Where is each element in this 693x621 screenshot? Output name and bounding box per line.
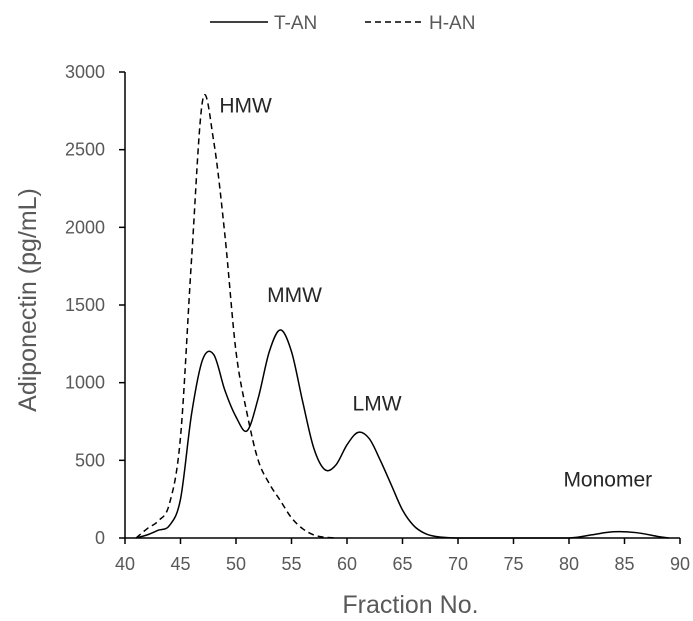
- x-tick-label: 90: [670, 554, 690, 574]
- y-tick-label: 0: [95, 528, 105, 548]
- x-tick-label: 55: [281, 554, 301, 574]
- x-tick-label: 70: [448, 554, 468, 574]
- annotation-hmw: HMW: [219, 94, 272, 117]
- x-tick-label: 80: [559, 554, 579, 574]
- series-group: [135, 93, 670, 539]
- y-tick-label: 3000: [65, 62, 105, 82]
- legend-label-t-an: T-AN: [274, 13, 317, 34]
- y-axis-title: Adiponectin (pg/mL): [14, 188, 42, 412]
- annotation-monomer: Monomer: [563, 469, 652, 492]
- x-tick-label: 60: [337, 554, 357, 574]
- series-line-h-an: [135, 93, 336, 539]
- y-tick-label: 2500: [65, 140, 105, 160]
- x-tick-label: 75: [503, 554, 523, 574]
- y-tick-label: 1000: [65, 373, 105, 393]
- legend-label-h-an: H-AN: [429, 13, 475, 34]
- y-ticks: 0 500 1000 1500 2000 2500 3000: [65, 62, 125, 548]
- y-tick-label: 500: [75, 450, 105, 470]
- x-tick-label: 65: [392, 554, 412, 574]
- y-tick-label: 2000: [65, 217, 105, 237]
- annotation-mmw: MMW: [267, 284, 322, 307]
- x-tick-label: 50: [226, 554, 246, 574]
- x-ticks: 40 45 50 55 60 65 70 75 80 85 90: [115, 538, 690, 574]
- series-line-t-an: [135, 329, 670, 539]
- annotation-lmw: LMW: [353, 393, 402, 416]
- x-tick-label: 40: [115, 554, 135, 574]
- x-tick-label: 85: [614, 554, 634, 574]
- x-tick-label: 45: [170, 554, 190, 574]
- x-axis-title: Fraction No.: [342, 591, 478, 619]
- y-tick-label: 1500: [65, 295, 105, 315]
- annotations: HMW MMW LMW Monomer: [219, 94, 652, 491]
- legend: T-AN H-AN: [210, 13, 475, 34]
